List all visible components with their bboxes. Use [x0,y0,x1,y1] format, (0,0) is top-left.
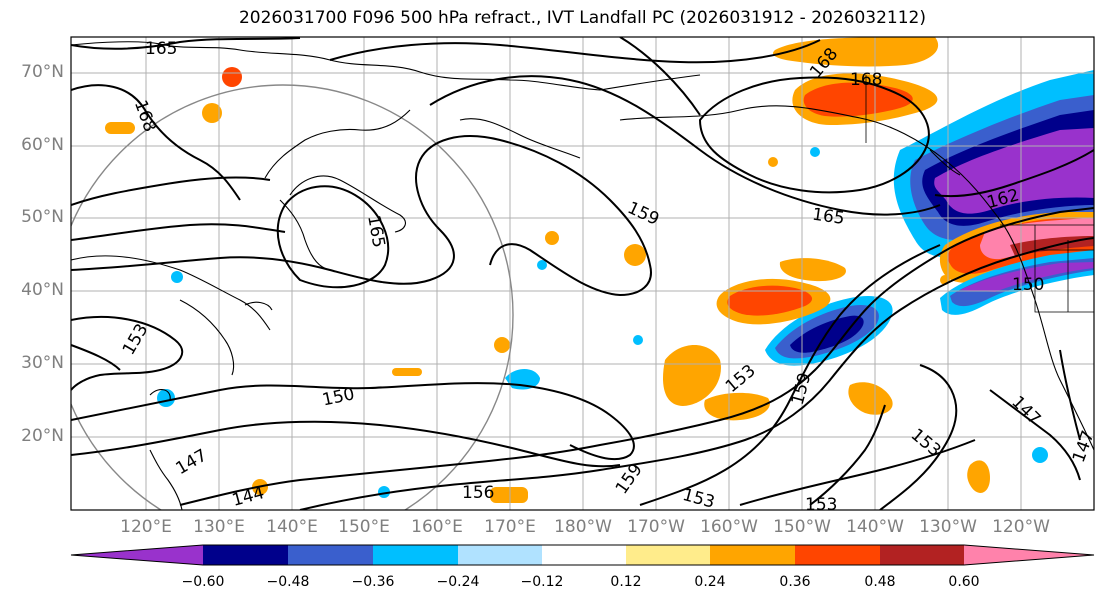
lat-label: 40°N [21,280,64,300]
coastlines [71,41,1094,510]
lat-label: 30°N [21,353,64,373]
colorbar [70,544,1095,566]
contour-label: 168 [850,70,882,90]
map-title: 2026031700 F096 500 hPa refract., IVT La… [238,8,926,28]
lon-label: 120°W [992,517,1050,537]
lon-label: 130°W [919,517,977,537]
colorbar-segment [373,545,458,565]
lon-label: 140°E [266,517,318,537]
lon-label: 180°W [554,517,612,537]
shaded-field [105,37,1094,503]
lat-label: 50°N [21,207,64,227]
colorbar-tick-label: 0.12 [610,574,642,590]
colorbar-extend-low [71,545,203,565]
contour-label: 165 [145,39,177,59]
colorbar-extend-high [964,545,1094,565]
colorbar-segment [542,545,626,565]
colorbar-tick-label: −0.36 [351,574,395,590]
colorbar-segment [880,545,964,565]
contour-label: 156 [462,483,494,503]
colorbar-tick-label: 0.48 [864,574,896,590]
lat-label: 60°N [21,135,64,155]
colorbar-tick-label: −0.60 [181,574,225,590]
colorbar-segment [626,545,710,565]
contour-label: 150 [1012,275,1044,295]
colorbar-segment [288,545,373,565]
contour-label: 153 [805,495,837,515]
lon-label: 170°W [627,517,685,537]
colorbar-segment [710,545,795,565]
lon-label: 130°E [193,517,245,537]
colorbar-tick-label: 0.36 [779,574,811,590]
contour-label: 165 [811,205,846,229]
lon-label: 140°W [846,517,904,537]
lat-label: 20°N [21,426,64,446]
refractivity-contours [71,37,1094,510]
colorbar-segment [203,545,288,565]
lon-label: 150°E [338,517,390,537]
lat-label: 70°N [21,62,64,82]
colorbar-tick-label: −0.24 [436,574,480,590]
lon-label: 150°W [773,517,831,537]
lon-label: 160°E [411,517,463,537]
borders [865,75,1094,313]
lon-label: 120°E [120,517,172,537]
colorbar-tick-label: −0.12 [520,574,564,590]
graticule [71,37,1094,510]
colorbar-segment [458,545,542,565]
lon-label: 160°W [700,517,758,537]
landfall-region-circle [71,84,514,510]
lon-label: 170°E [484,517,536,537]
colorbar-tick-label: 0.60 [948,574,980,590]
colorbar-tick-label: −0.48 [266,574,310,590]
colorbar-segment [795,545,880,565]
colorbar-tick-label: 0.24 [694,574,726,590]
map-border [70,36,1095,511]
